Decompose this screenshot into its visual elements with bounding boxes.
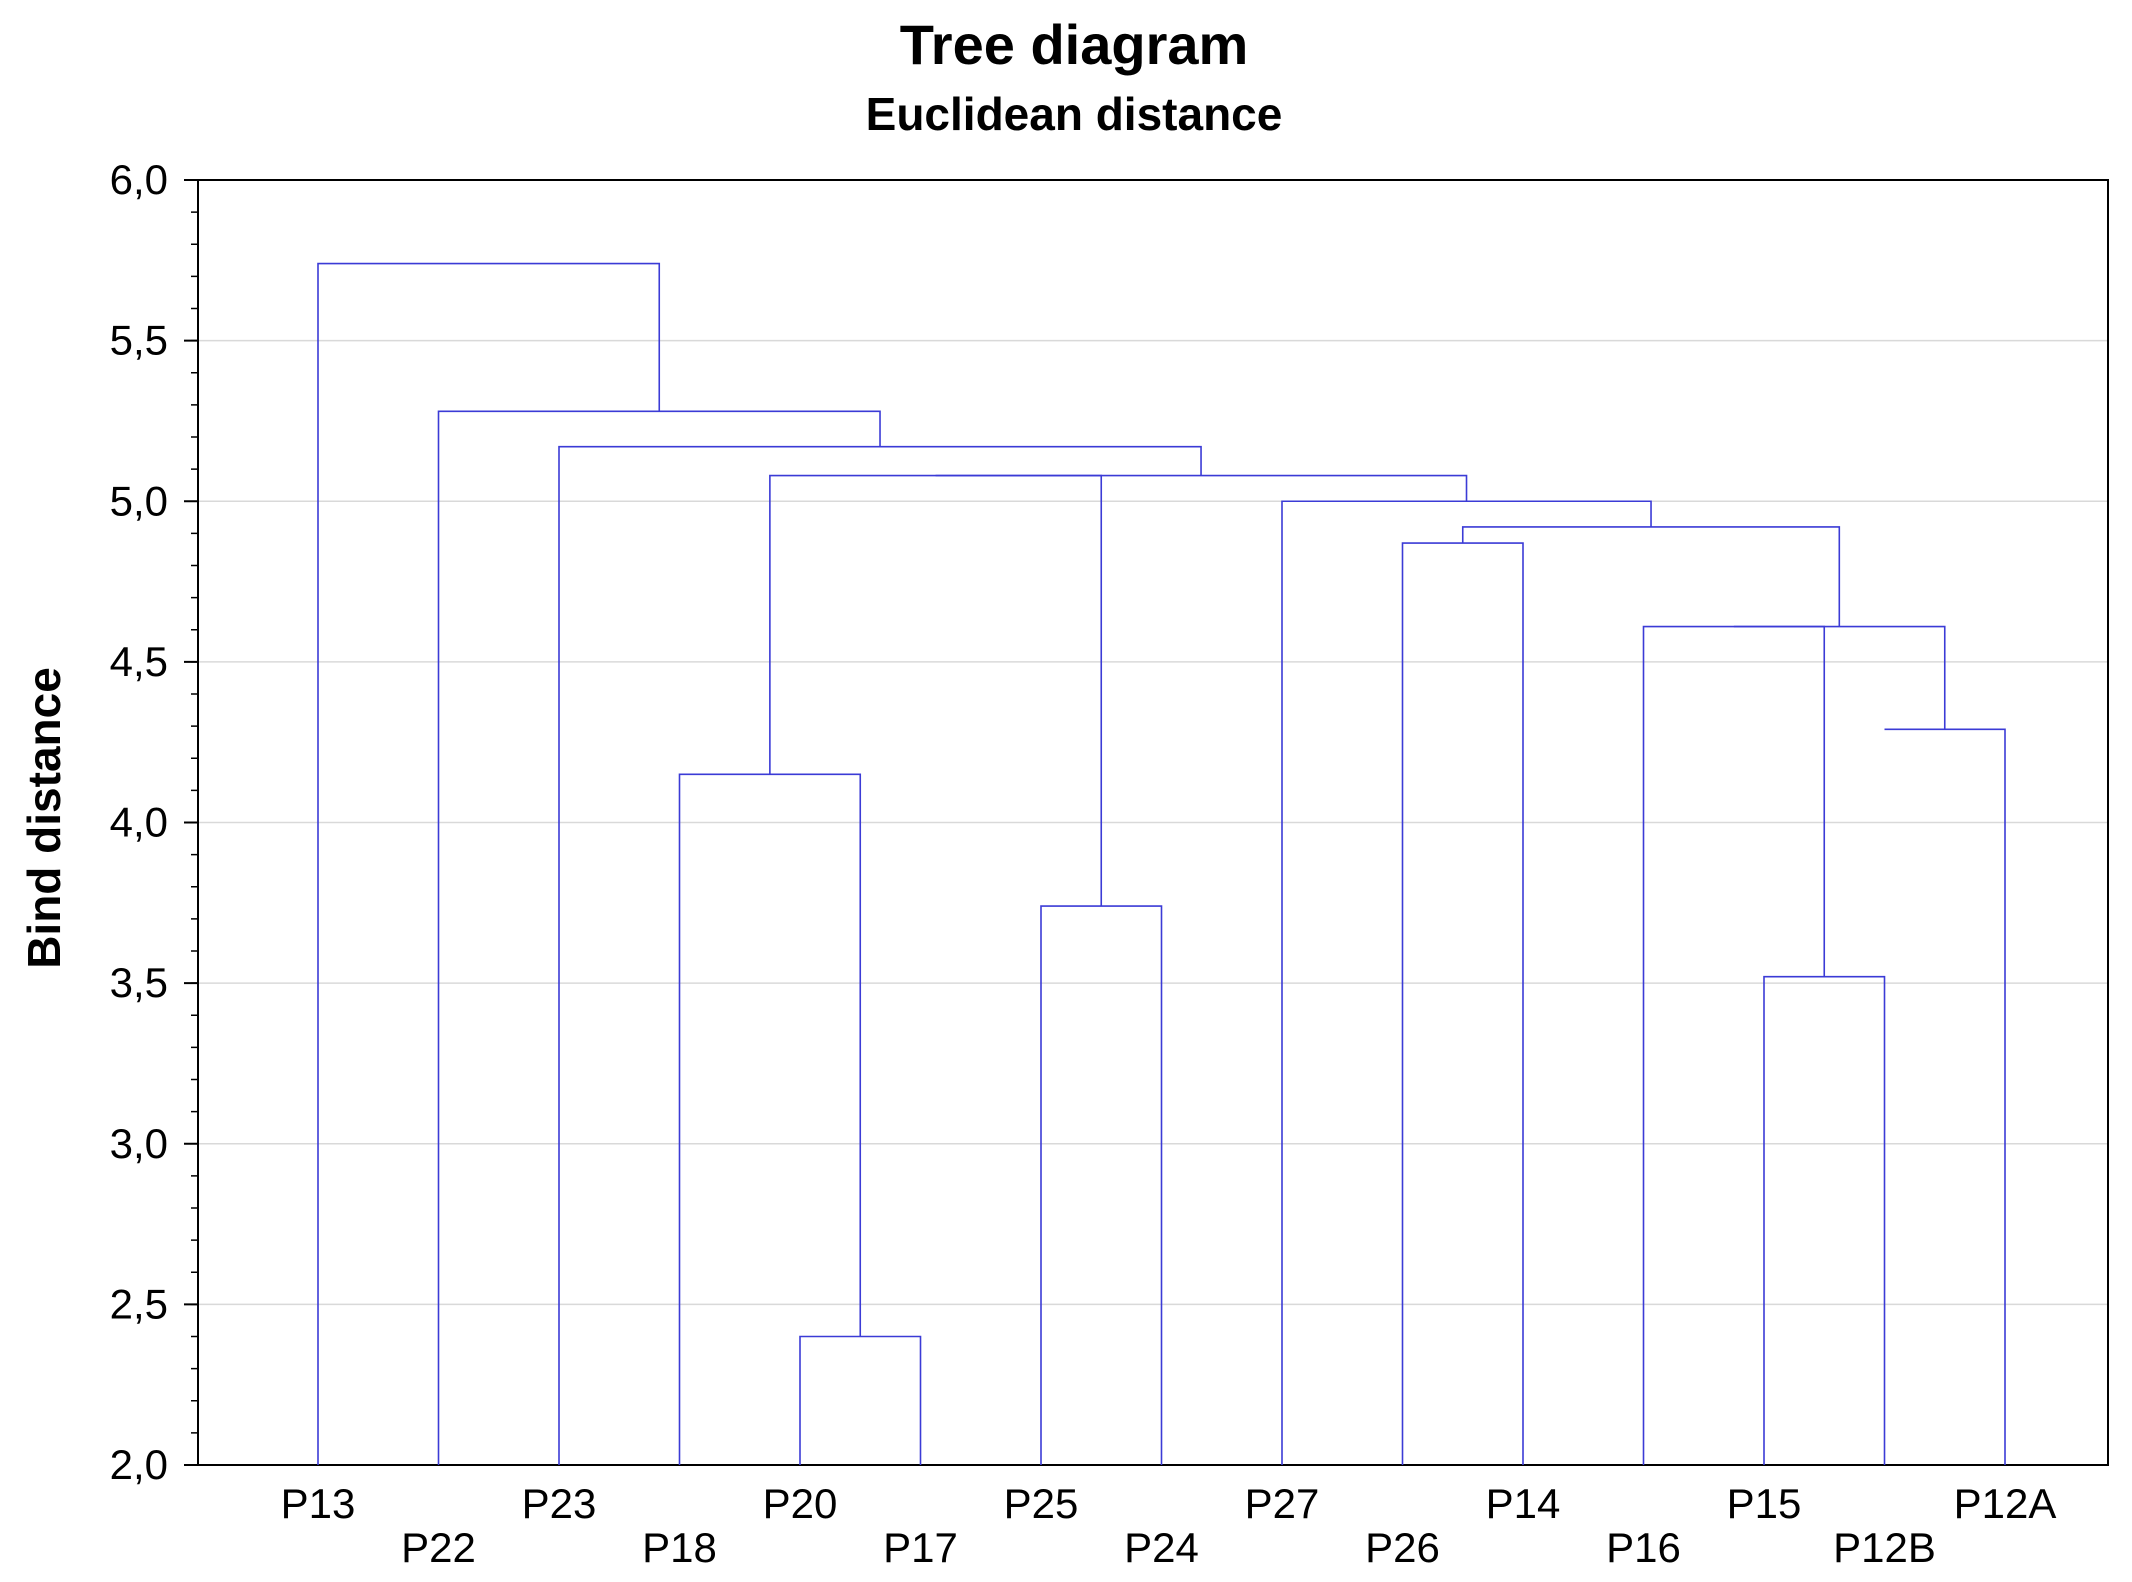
leaf-label: P26 [1365, 1524, 1440, 1571]
leaf-label: P16 [1606, 1524, 1681, 1571]
x-axis-leaf-labels: P13 P22 P23 P18 P20 P17 P25 P24 P27 P26 P14 P16 P15 P… [281, 1480, 2057, 1571]
leaf-label: P25 [1004, 1480, 1079, 1527]
y-tick-label: 4,5 [110, 638, 168, 685]
gridlines [198, 339, 2108, 1306]
leaf-label: P20 [763, 1480, 838, 1527]
leaf-label: P23 [522, 1480, 597, 1527]
dendrogram-link [769, 474, 1103, 907]
leaf-label: P12B [1833, 1524, 1936, 1571]
leaf-label: P22 [401, 1524, 476, 1571]
y-tick-label: 5,5 [110, 317, 168, 364]
dendrogram-link [558, 445, 1202, 1465]
y-tick-label: 3,5 [110, 959, 168, 1006]
dendrogram-links [317, 262, 2006, 1465]
y-tick-label: 2,0 [110, 1441, 168, 1488]
dendrogram-link [935, 474, 1468, 502]
dendrogram-link [799, 1335, 922, 1465]
leaf-label: P13 [281, 1480, 356, 1527]
leaf-label: P15 [1727, 1480, 1802, 1527]
leaf-label: P12A [1954, 1480, 2057, 1527]
dendrogram-link [1401, 542, 1524, 1465]
y-axis: 2,0 2,5 3,0 3,5 4,0 4,5 5,0 5,5 6,0 [110, 156, 198, 1488]
plot-frame [197, 179, 2109, 1466]
dendrogram-link [317, 262, 661, 1465]
y-tick-label: 4,0 [110, 799, 168, 846]
chart-title: Tree diagram [900, 13, 1249, 76]
leaf-label: P27 [1245, 1480, 1320, 1527]
dendrogram-link [678, 773, 862, 1465]
y-tick-label: 2,5 [110, 1280, 168, 1327]
dendrogram-link [1040, 905, 1163, 1465]
leaf-label: P18 [642, 1524, 717, 1571]
leaf-label: P24 [1124, 1524, 1199, 1571]
leaf-label: P14 [1486, 1480, 1561, 1527]
y-tick-label: 6,0 [110, 156, 168, 203]
y-tick-label: 3,0 [110, 1120, 168, 1167]
y-axis-label: Bind distance [18, 667, 70, 969]
dendrogram-link [1642, 625, 1826, 1465]
dendrogram-link [1733, 625, 1946, 730]
chart-subtitle: Euclidean distance [866, 88, 1283, 140]
dendrogram-link [1461, 526, 1841, 627]
dendrogram-link [1884, 728, 2006, 1465]
dendrogram-link [437, 410, 881, 1465]
y-tick-label: 5,0 [110, 477, 168, 524]
dendrogram-link [1763, 975, 1886, 1465]
leaf-label: P17 [883, 1524, 958, 1571]
